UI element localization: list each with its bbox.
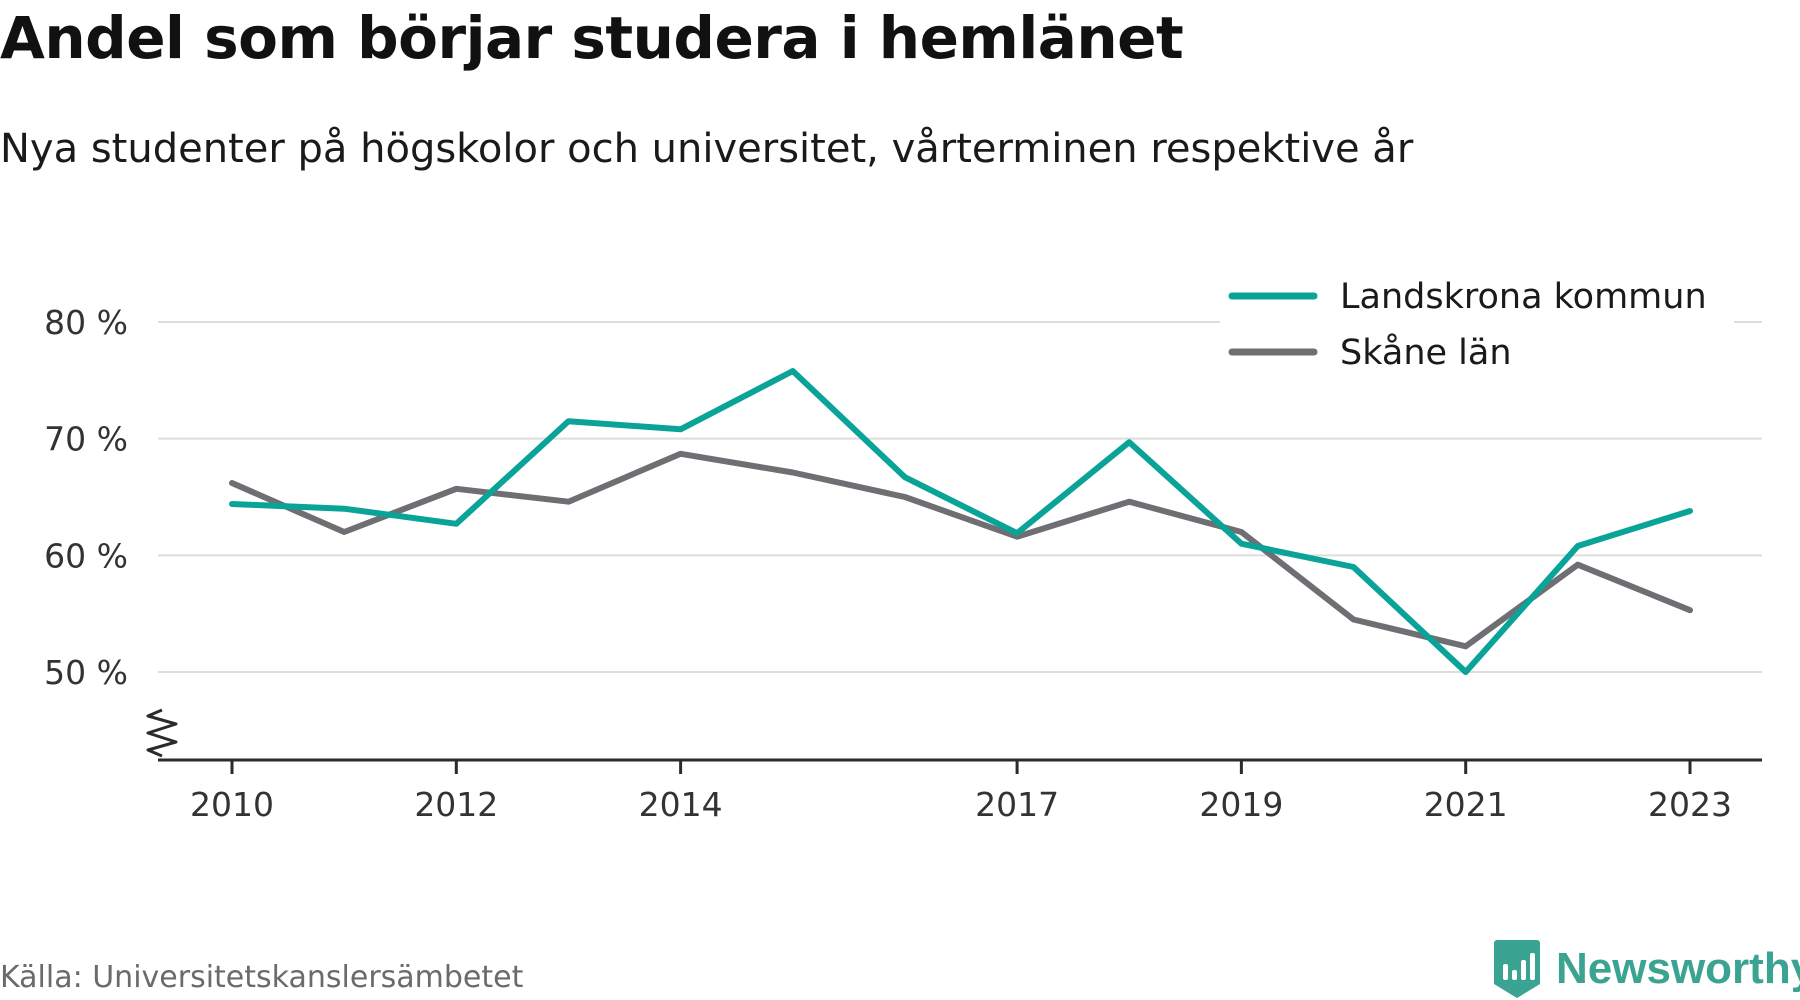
y-axis-break-icon [146, 708, 178, 758]
x-tick-label: 2019 [1199, 785, 1283, 824]
x-tick-label: 2021 [1424, 785, 1508, 824]
y-tick-label: 60 % [44, 536, 128, 575]
series-line-1 [229, 368, 1693, 675]
brand: Newsworthy [1494, 940, 1800, 998]
y-tick-label: 80 % [44, 303, 128, 342]
x-tick-label: 2014 [639, 785, 723, 824]
brand-name: Newsworthy [1556, 944, 1800, 993]
x-tick-label: 2017 [975, 785, 1059, 824]
x-tick-label: 2012 [414, 785, 498, 824]
x-axis-labels: 2010 2012 2014 2017 2019 2021 2023 [190, 785, 1732, 824]
x-tick-label: 2010 [190, 785, 274, 824]
y-tick-label: 50 % [44, 653, 128, 692]
x-axis [158, 758, 1762, 774]
series-lines [229, 368, 1693, 675]
legend-label: Skåne län [1340, 332, 1512, 373]
bar-chart-icon [1494, 940, 1540, 998]
y-axis-labels: 50 % 60 % 70 % 80 % [44, 303, 128, 692]
page-title: Andel som börjar studera i hemlänet [0, 4, 1184, 72]
legend-label: Landskrona kommun [1340, 277, 1707, 317]
line-chart: 50 % 60 % 70 % 80 % 2010 2012 2014 2017 2019 202… [44, 262, 1762, 824]
x-tick-label: 2023 [1648, 785, 1732, 824]
y-tick-label: 70 % [44, 420, 128, 459]
source-note: Källa: Universitetskanslersämbetet [0, 960, 524, 995]
series-line-2 [229, 450, 1693, 650]
page-subtitle: Nya studenter på högskolor och universit… [0, 126, 1414, 172]
legend: Landskrona kommun Skåne län [1220, 262, 1734, 378]
legend-background [1220, 262, 1734, 378]
